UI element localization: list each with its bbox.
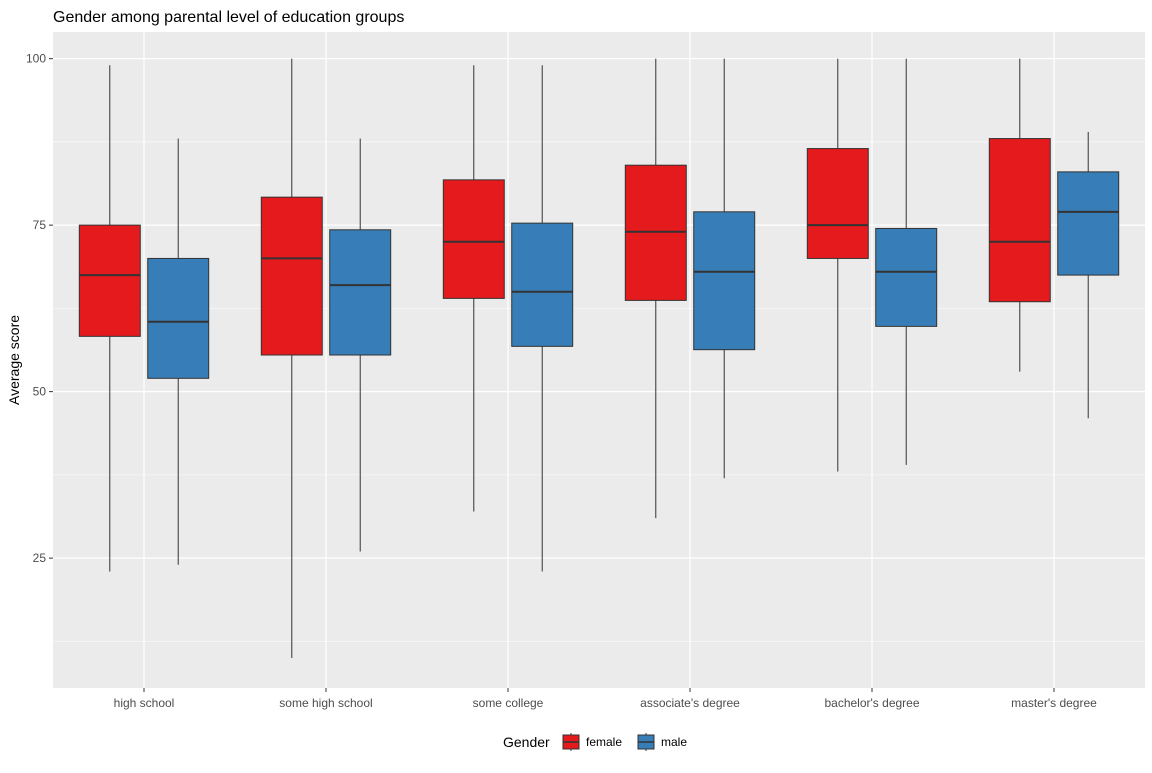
box-body [442, 179, 505, 299]
box-body [260, 196, 323, 356]
legend-item-male: male [637, 733, 687, 751]
legend-item-female: female [562, 733, 622, 751]
box-male-0 [147, 138, 210, 565]
legend: Gender female male [503, 733, 687, 751]
box-body [1057, 171, 1120, 276]
x-tick-label: some college [473, 696, 544, 710]
x-tick-label: bachelor's degree [824, 696, 919, 710]
grid-layer [53, 32, 1145, 688]
legend-label-female: female [586, 735, 622, 749]
box-female-0 [78, 65, 141, 572]
box-body [806, 148, 869, 259]
axis-layer: 25 50 75 100 high school some high school some… [26, 52, 1097, 710]
box-female-2 [442, 65, 505, 512]
x-tick-label: some high school [279, 696, 372, 710]
y-tick-label: 75 [33, 218, 47, 232]
y-tick-label: 25 [33, 551, 47, 565]
box-body [875, 227, 938, 327]
box-body [693, 211, 756, 351]
box-male-3 [693, 58, 756, 479]
y-tick-label: 100 [26, 52, 46, 66]
box-female-1 [260, 58, 323, 659]
x-tick-label: high school [114, 696, 175, 710]
legend-title: Gender [503, 734, 550, 750]
y-tick-label: 50 [33, 385, 47, 399]
box-body [511, 222, 574, 347]
box-body [78, 224, 141, 337]
plot-panel [53, 32, 1145, 688]
box-layer [78, 58, 1120, 659]
x-tick-label: associate's degree [640, 696, 740, 710]
box-body [329, 229, 392, 356]
box-female-5 [988, 58, 1051, 372]
box-male-4 [875, 58, 938, 465]
chart-title: Gender among parental level of education… [53, 9, 404, 26]
box-male-2 [511, 65, 574, 572]
y-axis-label: Average score [6, 315, 22, 405]
x-tick-label: master's degree [1011, 696, 1097, 710]
legend-label-male: male [661, 735, 687, 749]
box-male-5 [1057, 131, 1120, 419]
box-female-4 [806, 58, 869, 472]
box-body [147, 257, 210, 379]
box-female-3 [624, 58, 687, 519]
box-male-1 [329, 138, 392, 552]
box-body [988, 138, 1051, 303]
